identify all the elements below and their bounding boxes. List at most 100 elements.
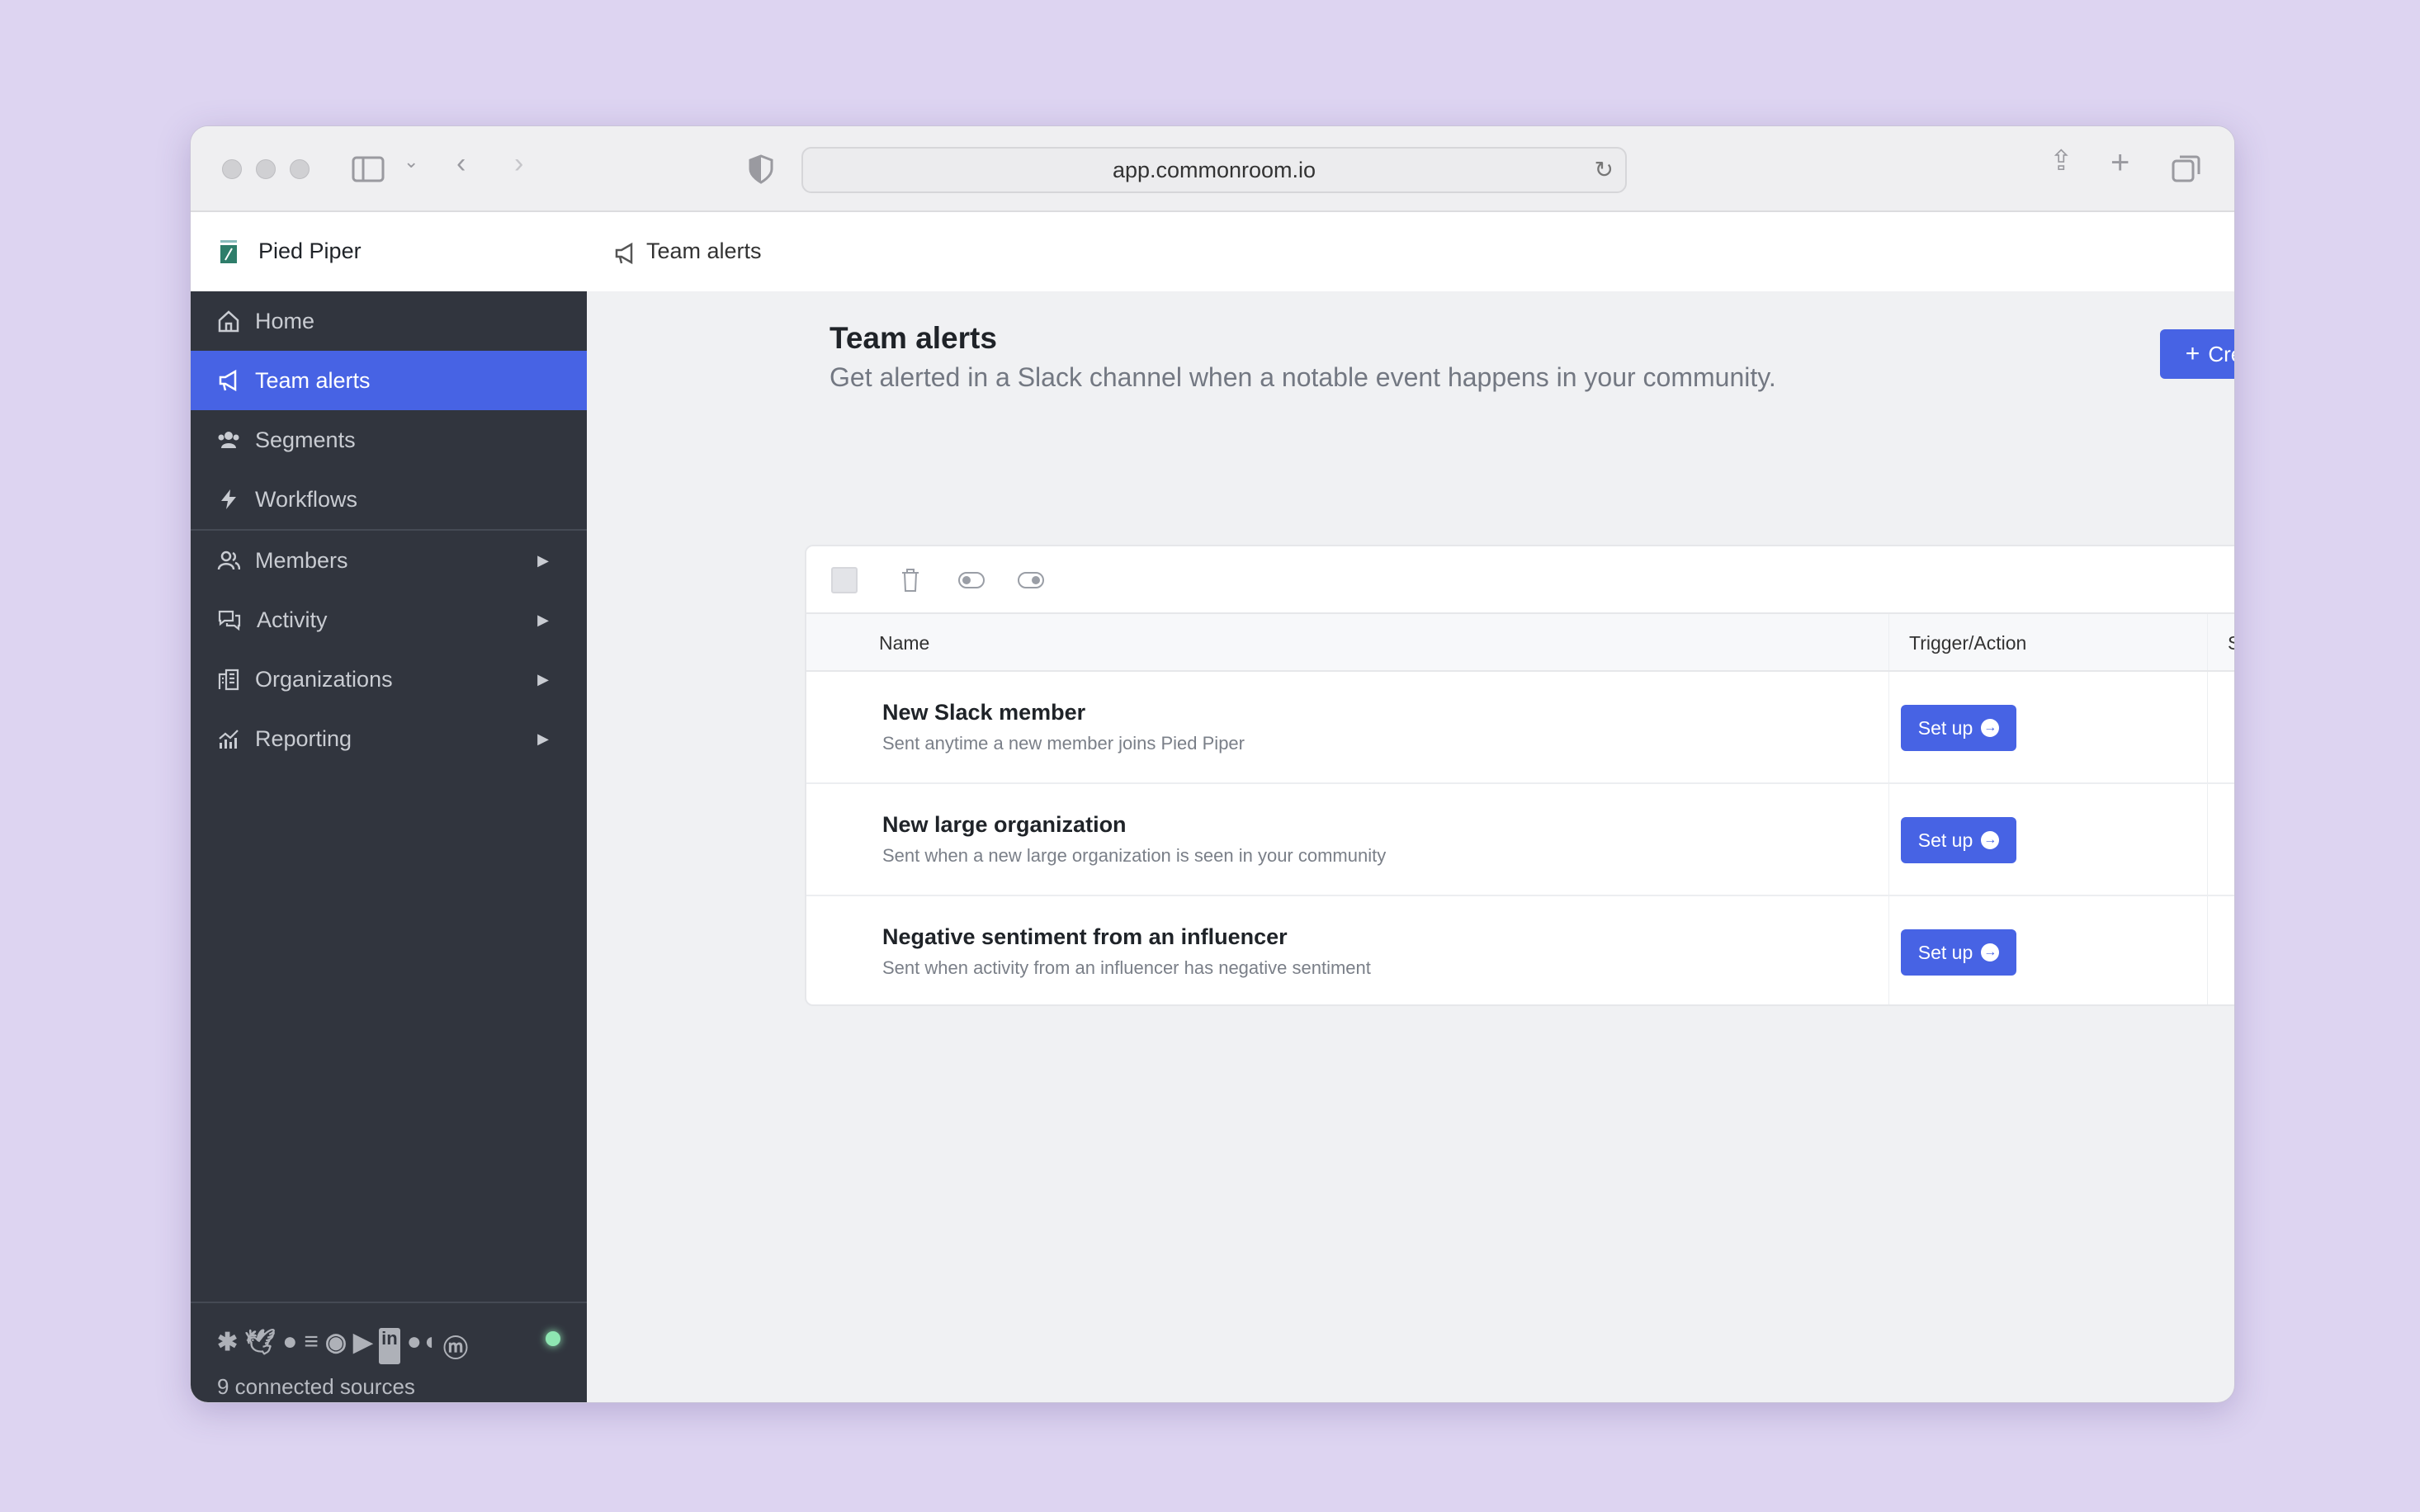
browser-window: ⌄ ‹ › app.commonroom.io ↻ ⇪ + Pied Piper… [190, 125, 2235, 1403]
page-subtitle: Get alerted in a Slack channel when a no… [830, 362, 1776, 392]
set-up-label: Set up [1917, 829, 1973, 851]
users-icon [218, 432, 239, 448]
share-icon[interactable]: ⇪ [2049, 145, 2073, 177]
column-header-status[interactable]: Status [2228, 632, 2234, 654]
set-up-label: Set up [1917, 716, 1973, 739]
caret-right-icon: ▶ [537, 611, 549, 628]
sidebar-item-workflows[interactable]: Workflows [191, 470, 587, 529]
sidebar-divider [191, 529, 587, 531]
forward-icon[interactable]: › [514, 148, 524, 179]
sidebar-item-segments[interactable]: Segments [191, 410, 587, 470]
sidebar-item-organizations[interactable]: Organizations ▶ [191, 650, 587, 709]
sidebar-item-members[interactable]: Members ▶ [191, 531, 587, 590]
member-icon [217, 550, 240, 570]
caret-right-icon: ▶ [537, 670, 549, 687]
alert-title: New large organization [882, 812, 1127, 837]
app-header: Pied Piper Team alerts [191, 212, 2234, 291]
building-icon [218, 669, 239, 691]
column-header-trigger-action[interactable]: Trigger/Action [1909, 632, 2027, 654]
plus-icon: + [2185, 340, 2200, 367]
sidebar-item-label: Reporting [255, 725, 352, 751]
sidebar-divider [191, 1302, 587, 1303]
set-up-button[interactable]: Set up → [1901, 705, 2016, 751]
sidebar-item-label: Team alerts [255, 367, 371, 393]
create-team-alert-label: Create team alert [2208, 341, 2234, 366]
github-icon: ● [282, 1328, 298, 1355]
alert-description: Sent when a new large organization is se… [882, 845, 1387, 866]
reload-icon[interactable]: ↻ [1594, 157, 1614, 182]
workspace-name[interactable]: Pied Piper [258, 239, 362, 263]
toggle-on-icon[interactable] [1018, 571, 1044, 589]
sidebar-item-team-alerts[interactable]: Team alerts [191, 351, 587, 410]
breadcrumb: Team alerts [646, 239, 762, 263]
caret-right-icon: ▶ [537, 730, 549, 747]
back-icon[interactable]: ‹ [456, 148, 466, 179]
set-up-button[interactable]: Set up → [1901, 817, 2016, 863]
sources-status-indicator [546, 1331, 560, 1346]
sidebar-item-label: Segments [255, 427, 356, 452]
column-divider [2207, 672, 2208, 782]
toggle-off-icon[interactable] [958, 571, 985, 589]
column-divider [1888, 896, 1889, 1004]
close-window-button[interactable] [222, 159, 242, 179]
table-row[interactable]: New Slack member Sent anytime a new memb… [806, 672, 2234, 784]
table-header: Name Trigger/Action Status [806, 612, 2234, 672]
youtube-icon: ▶ [353, 1329, 373, 1356]
set-up-label: Set up [1917, 941, 1973, 963]
connected-sources-label[interactable]: 9 connected sources [217, 1374, 415, 1399]
megaphone-icon [219, 369, 237, 392]
set-up-button[interactable]: Set up → [1901, 929, 2016, 976]
home-icon [218, 310, 239, 333]
sidebar-item-label: Workflows [255, 486, 358, 512]
sidebar-item-label: Home [255, 308, 315, 333]
twitter-icon: 🕊 [244, 1329, 277, 1356]
column-divider [1888, 672, 1889, 782]
medium-icon: ●◖ [406, 1328, 437, 1355]
minimize-window-button[interactable] [256, 159, 276, 179]
linkedin-icon: in [379, 1328, 400, 1364]
caret-right-icon: ▶ [537, 551, 549, 569]
chevron-down-icon[interactable]: ⌄ [404, 151, 419, 172]
stackoverflow-icon: ≡ [304, 1328, 319, 1355]
chat-icon [218, 610, 241, 631]
create-team-alert-button[interactable]: + Create team alert [2160, 329, 2234, 379]
trash-icon[interactable] [900, 568, 920, 593]
address-bar[interactable]: app.commonroom.io ↻ [801, 147, 1627, 193]
sidebar-item-label: Organizations [255, 666, 393, 692]
shield-icon[interactable] [749, 154, 773, 184]
column-divider [2207, 784, 2208, 895]
new-tab-icon[interactable]: + [2110, 144, 2130, 181]
arrow-right-circle-icon: → [1981, 719, 2000, 737]
sidebar-item-reporting[interactable]: Reporting ▶ [191, 709, 587, 768]
sidebar-toggle-icon[interactable] [352, 156, 385, 182]
reddit-icon: ◉ [324, 1329, 347, 1356]
alert-description: Sent when activity from an influencer ha… [882, 957, 1371, 978]
lightning-icon [221, 489, 236, 509]
alerts-table: Name Trigger/Action Status New Slack mem… [805, 545, 2234, 1006]
table-row[interactable]: Negative sentiment from an influencer Se… [806, 896, 2234, 1004]
alert-description: Sent anytime a new member joins Pied Pip… [882, 733, 1245, 754]
select-all-checkbox[interactable] [831, 567, 858, 593]
table-row[interactable]: New large organization Sent when a new l… [806, 784, 2234, 896]
tabs-overview-icon[interactable] [2172, 154, 2201, 184]
url-text: app.commonroom.io [1112, 158, 1316, 182]
arrow-right-circle-icon: → [1981, 943, 2000, 962]
pied-piper-logo [220, 240, 237, 263]
sidebar-item-home[interactable]: Home [191, 291, 587, 351]
sidebar: Home Team alerts Segments Workflows Memb… [191, 291, 587, 1402]
column-divider [2207, 614, 2208, 670]
alert-title: New Slack member [882, 700, 1086, 725]
zoom-window-button[interactable] [290, 159, 310, 179]
meetup-icon: ⓜ [442, 1335, 468, 1363]
connected-source-icons[interactable]: ✱ 🕊 ● ≡ ◉ ▶ in ●◖ ⓜ [217, 1328, 468, 1364]
sidebar-item-activity[interactable]: Activity ▶ [191, 590, 587, 650]
column-divider [1888, 614, 1889, 670]
column-header-name[interactable]: Name [879, 632, 930, 654]
sidebar-item-label: Activity [257, 607, 328, 632]
chart-icon [219, 730, 239, 749]
browser-toolbar: ⌄ ‹ › app.commonroom.io ↻ ⇪ + [191, 126, 2234, 212]
arrow-right-circle-icon: → [1981, 831, 2000, 849]
slack-icon: ✱ [217, 1329, 239, 1356]
sidebar-item-label: Members [255, 547, 348, 573]
megaphone-icon [615, 242, 633, 265]
